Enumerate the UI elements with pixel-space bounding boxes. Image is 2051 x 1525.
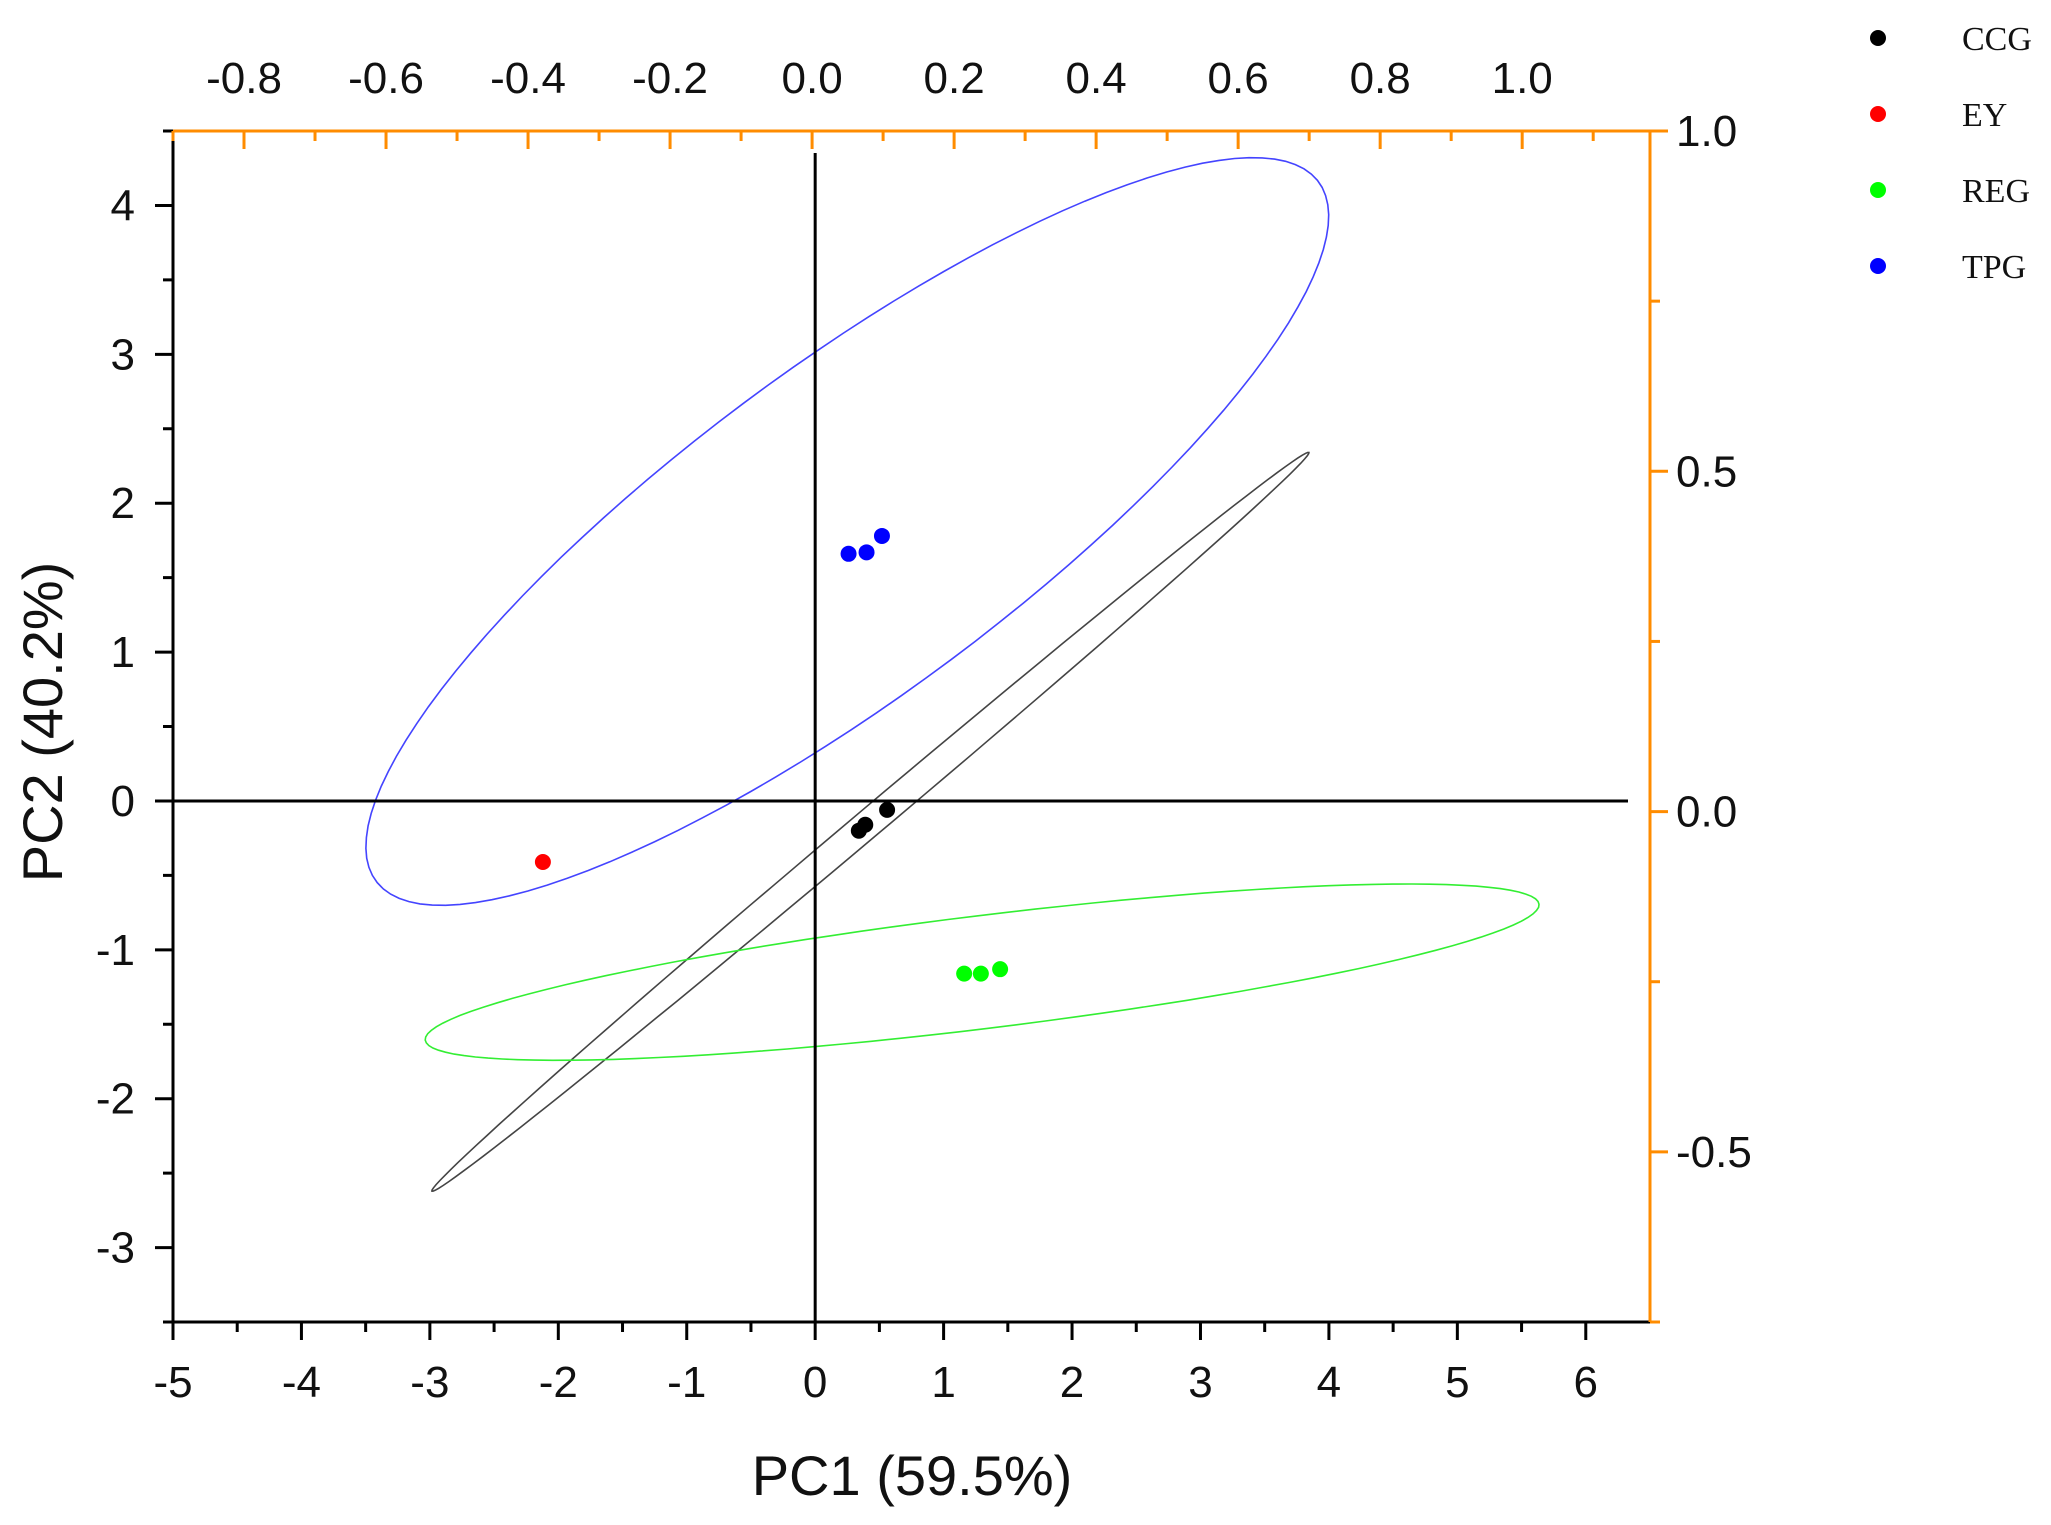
legend-label-reg: REG bbox=[1962, 173, 2030, 210]
right-loadings-axis: -0.5 0.0 0.5 1.0 bbox=[1650, 107, 1752, 1324]
top-tick-label: 0.4 bbox=[1066, 54, 1127, 103]
top-loadings-axis: -0.8 -0.6 -0.4 -0.2 0.0 0.2 0.4 0.6 0.8 1.0 bbox=[171, 54, 1595, 149]
top-tick-label: -0.2 bbox=[632, 54, 708, 103]
x-tick-label: 5 bbox=[1445, 1358, 1469, 1407]
x-axis: -5 -4 -3 -2 -1 0 1 2 3 4 5 6 bbox=[153, 1322, 1598, 1407]
ellipse-ccg bbox=[430, 451, 1310, 1193]
y-tick-label: 1 bbox=[111, 628, 135, 677]
x-tick-label: 0 bbox=[803, 1358, 827, 1407]
point-ccg bbox=[879, 801, 896, 818]
point-tpg bbox=[858, 544, 875, 561]
x-tick-label: -5 bbox=[153, 1358, 192, 1407]
legend-marker-reg bbox=[1870, 182, 1886, 198]
y-tick-label: 0 bbox=[111, 777, 135, 826]
right-tick-label: 0.5 bbox=[1676, 447, 1737, 496]
x-tick-label: -3 bbox=[410, 1358, 449, 1407]
y-tick-label: 3 bbox=[111, 330, 135, 379]
x-tick-label: -4 bbox=[282, 1358, 321, 1407]
point-tpg bbox=[840, 545, 857, 562]
point-ccg bbox=[857, 816, 874, 833]
legend-label-tpg: TPG bbox=[1962, 249, 2026, 286]
x-tick-label: 3 bbox=[1188, 1358, 1212, 1407]
confidence-ellipses bbox=[365, 156, 1540, 1193]
x-tick-label: 2 bbox=[1060, 1358, 1084, 1407]
y-tick-label: -2 bbox=[96, 1075, 135, 1124]
top-tick-label: 0.0 bbox=[782, 54, 843, 103]
x-tick-label: -1 bbox=[667, 1358, 706, 1407]
legend: CCG EY REG TPG bbox=[1870, 21, 2032, 286]
x-tick-label: 4 bbox=[1317, 1358, 1341, 1407]
plot-frame bbox=[171, 129, 1652, 1324]
x-axis-title: PC1 (59.5%) bbox=[752, 1444, 1073, 1507]
point-reg bbox=[972, 965, 989, 982]
x-tick-label: 6 bbox=[1574, 1358, 1598, 1407]
legend-marker-ccg bbox=[1870, 30, 1886, 46]
top-tick-label: 0.2 bbox=[924, 54, 985, 103]
x-tick-label: -2 bbox=[539, 1358, 578, 1407]
top-tick-label: -0.8 bbox=[206, 54, 282, 103]
top-tick-label: -0.6 bbox=[348, 54, 424, 103]
top-tick-label: 0.6 bbox=[1208, 54, 1269, 103]
ellipse-tpg bbox=[365, 156, 1330, 907]
right-tick-label: 1.0 bbox=[1676, 107, 1737, 156]
point-ey bbox=[534, 853, 551, 870]
y-tick-label: 4 bbox=[111, 181, 135, 230]
legend-marker-tpg bbox=[1870, 258, 1886, 274]
legend-label-ey: EY bbox=[1962, 97, 2007, 134]
top-tick-label: 1.0 bbox=[1492, 54, 1553, 103]
right-tick-label: -0.5 bbox=[1676, 1128, 1752, 1177]
legend-marker-ey bbox=[1870, 106, 1886, 122]
legend-label-ccg: CCG bbox=[1962, 21, 2032, 58]
top-tick-label: 0.8 bbox=[1350, 54, 1411, 103]
y-tick-label: -1 bbox=[96, 926, 135, 975]
y-axis: -3 -2 -1 0 1 2 3 4 bbox=[96, 129, 173, 1324]
y-axis-title: PC2 (40.2%) bbox=[11, 562, 74, 883]
top-tick-label: -0.4 bbox=[490, 54, 566, 103]
reference-lines bbox=[173, 153, 1628, 1322]
ellipse-reg bbox=[424, 883, 1540, 1062]
x-tick-label: 1 bbox=[931, 1358, 955, 1407]
point-reg bbox=[992, 961, 1009, 978]
point-tpg bbox=[873, 527, 890, 544]
data-points bbox=[534, 527, 1009, 982]
right-tick-label: 0.0 bbox=[1676, 788, 1737, 837]
y-tick-label: -3 bbox=[96, 1224, 135, 1273]
y-tick-label: 2 bbox=[111, 479, 135, 528]
point-reg bbox=[956, 965, 973, 982]
